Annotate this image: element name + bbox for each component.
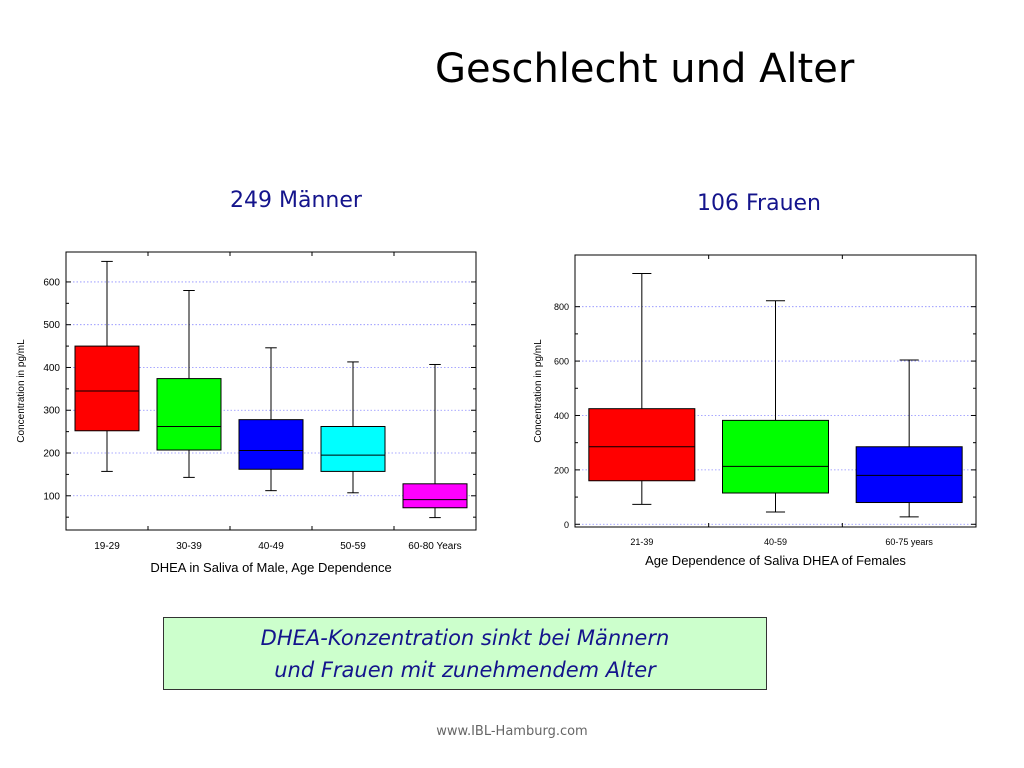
box-60-80 Years bbox=[402, 363, 468, 519]
box-50-59 bbox=[320, 361, 386, 494]
x-category-label: 19-29 bbox=[94, 541, 120, 552]
chart-male: 100 200 300 400 500 600 19-29 30-39 40-49 50-59 60… bbox=[16, 251, 477, 575]
y-tick-label: 400 bbox=[554, 411, 569, 421]
y-tick-label: 600 bbox=[43, 277, 60, 288]
x-category-label: 60-80 Years bbox=[408, 541, 461, 552]
box-30-39 bbox=[156, 289, 222, 478]
box-21-39 bbox=[588, 272, 696, 505]
slide-title: Geschlecht und Alter bbox=[435, 46, 855, 92]
box-iqr bbox=[855, 446, 963, 504]
y-tick-label: 100 bbox=[43, 491, 60, 502]
x-category-label: 40-49 bbox=[258, 541, 284, 552]
box-iqr bbox=[74, 345, 140, 432]
box-40-59 bbox=[722, 300, 829, 513]
chart-female-heading: 106 Frauen bbox=[697, 191, 821, 216]
footer-url: www.IBL-Hamburg.com bbox=[436, 724, 588, 739]
box-19-29 bbox=[74, 260, 140, 472]
x-category-label: 30-39 bbox=[176, 541, 202, 552]
box-iqr bbox=[156, 378, 222, 451]
y-tick-label: 0 bbox=[564, 520, 569, 530]
x-axis-title: DHEA in Saliva of Male, Age Dependence bbox=[150, 560, 391, 575]
box-iqr bbox=[238, 419, 304, 470]
x-axis-title: Age Dependence of Saliva DHEA of Females bbox=[645, 553, 906, 568]
x-category-label: 21-39 bbox=[630, 537, 653, 547]
y-tick-label: 800 bbox=[554, 302, 569, 312]
box-iqr bbox=[402, 483, 468, 509]
y-axis-title: Concentration in pg/mL bbox=[16, 339, 27, 443]
box-60-75 years bbox=[855, 359, 963, 518]
box-iqr bbox=[588, 408, 696, 482]
box-iqr bbox=[722, 419, 829, 494]
y-tick-label: 600 bbox=[554, 357, 569, 367]
box-40-49 bbox=[238, 347, 304, 492]
conclusion-box: DHEA-Konzentration sinkt bei Männern und… bbox=[163, 617, 767, 690]
x-category-label: 60-75 years bbox=[885, 537, 933, 547]
y-axis-title: Concentration in pg/mL bbox=[533, 339, 544, 443]
y-tick-label: 300 bbox=[43, 406, 60, 417]
y-tick-label: 200 bbox=[43, 449, 60, 460]
x-category-label: 50-59 bbox=[340, 541, 366, 552]
chart-male-heading: 249 Männer bbox=[230, 188, 362, 213]
conclusion-line-1: DHEA-Konzentration sinkt bei Männern bbox=[260, 626, 670, 650]
y-tick-label: 200 bbox=[554, 465, 569, 475]
y-tick-label: 500 bbox=[43, 320, 60, 331]
box-iqr bbox=[320, 425, 386, 472]
x-category-label: 40-59 bbox=[764, 537, 787, 547]
conclusion-line-2: und Frauen mit zunehmendem Alter bbox=[274, 658, 656, 682]
y-tick-label: 400 bbox=[43, 363, 60, 374]
chart-female: 0 200 400 600 800 21-39 40-59 60-75 years Age De… bbox=[533, 254, 977, 568]
